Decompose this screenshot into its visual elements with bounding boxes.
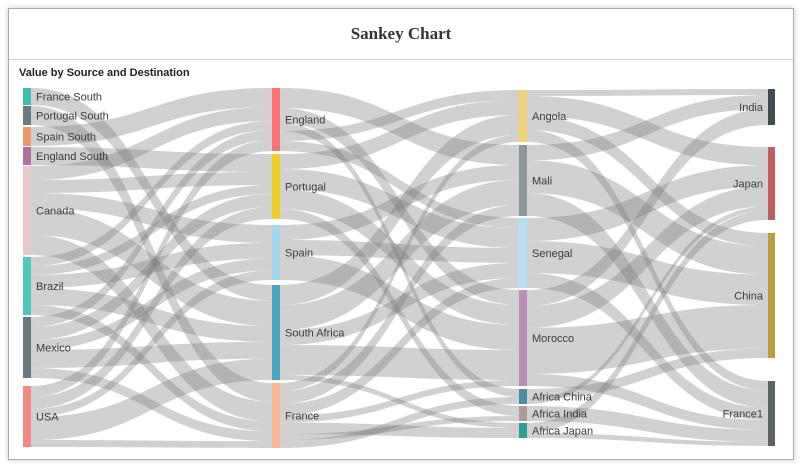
svg-text:Portugal: Portugal [285, 182, 326, 194]
svg-text:Africa China: Africa China [532, 392, 593, 404]
svg-text:USA: USA [36, 412, 59, 424]
svg-text:Angola: Angola [532, 111, 567, 123]
svg-text:Senegal: Senegal [532, 248, 572, 260]
svg-text:England South: England South [36, 151, 108, 163]
svg-text:Morocco: Morocco [532, 333, 574, 345]
svg-text:France South: France South [36, 92, 102, 104]
svg-text:China: China [734, 291, 764, 303]
svg-text:Africa India: Africa India [532, 409, 588, 421]
svg-text:Canada: Canada [36, 206, 75, 218]
svg-text:Portugal South: Portugal South [36, 111, 109, 123]
svg-text:India: India [739, 102, 764, 114]
svg-text:France1: France1 [723, 409, 763, 421]
svg-text:Spain: Spain [285, 248, 313, 260]
svg-text:Africa Japan: Africa Japan [532, 426, 593, 438]
svg-text:Mali: Mali [532, 176, 552, 188]
svg-text:England: England [285, 115, 325, 127]
svg-text:Mexico: Mexico [36, 343, 71, 355]
svg-text:Spain South: Spain South [36, 132, 96, 144]
svg-text:South Africa: South Africa [285, 328, 345, 340]
svg-text:France: France [285, 411, 319, 423]
svg-text:Japan: Japan [733, 179, 763, 191]
svg-text:Brazil: Brazil [36, 281, 64, 293]
